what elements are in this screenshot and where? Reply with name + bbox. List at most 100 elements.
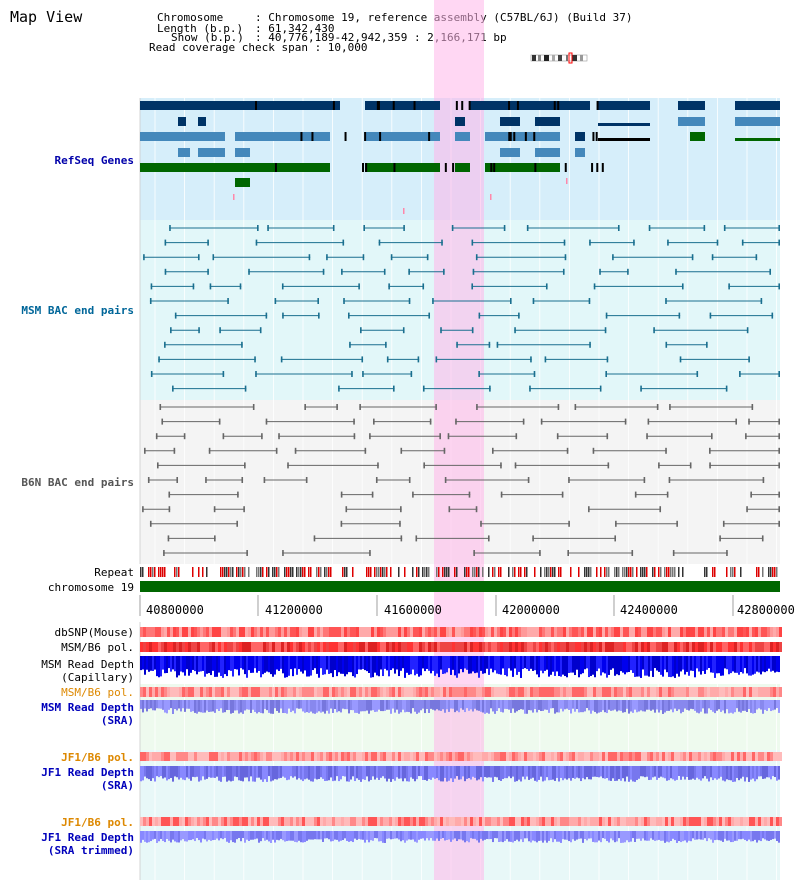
jf1-trimmed-depth-bar: [620, 831, 622, 843]
msm-capillary-depth-bar: [214, 656, 216, 677]
jf1-pol-heat-cell: [506, 752, 509, 761]
exon-mark: [413, 101, 416, 110]
repeat-mark: [772, 567, 774, 577]
msm-capillary-depth-bar: [364, 656, 366, 671]
gene-feature: [575, 148, 585, 157]
msm-sra-depth-bar: [382, 700, 384, 712]
jf1-pol-heat-cell: [341, 752, 344, 761]
jf1-trimmed-depth-bar: [224, 831, 226, 839]
msm-sra-depth-bar: [220, 700, 222, 709]
msm-capillary-depth-bar: [606, 656, 608, 678]
msm-capillary-depth-bar: [222, 656, 224, 678]
b6n-bac-pair-end: [778, 462, 780, 469]
msm-pol2-heat-cell: [197, 687, 200, 697]
msm-pol-heat-cell: [401, 642, 404, 652]
jf1-trimmed-depth-bar: [154, 831, 156, 839]
jf1-trimmed-depth-bar: [730, 831, 732, 843]
jf1-sra-depth-bar: [694, 766, 696, 780]
msm-pol-heat-cell: [437, 642, 440, 652]
msm-bac-pair-end: [428, 312, 431, 319]
dbsnp-heat-cell: [191, 627, 194, 637]
msm-bac-pair-end: [709, 312, 712, 319]
jf1-pol2-heat-cell: [224, 817, 227, 826]
jf1-trimmed-depth-bar: [662, 831, 664, 841]
msm-pol-heat-cell: [176, 642, 179, 652]
b6n-bac-pair-end: [278, 433, 280, 440]
msm-capillary-depth-bar: [170, 656, 172, 672]
dbsnp-heat-cell: [161, 627, 164, 637]
dbsnp-heat-cell: [737, 627, 740, 637]
msm-pol2-heat-cell: [503, 687, 506, 697]
jf1-pol2-heat-cell: [401, 817, 404, 826]
msm-pol-heat-cell: [197, 642, 200, 652]
msm-pol2-heat-cell: [698, 687, 701, 697]
msm-pol-heat-cell: [692, 642, 695, 652]
jf1-trimmed-depth-bar: [276, 831, 278, 840]
jf1-trimmed-depth-bar: [630, 831, 632, 842]
msm-sra-depth-bar: [394, 700, 396, 713]
jf1-pol2-heat-cell: [683, 817, 686, 826]
repeat-mark: [374, 567, 376, 577]
msm-capillary-depth-bar: [706, 656, 708, 670]
dbsnp-heat-cell: [725, 627, 728, 637]
msm-bac-end-pairs-label[interactable]: MSM BAC end pairs: [21, 304, 134, 317]
jf1-sra-depth-bar: [650, 766, 652, 780]
jf1-pol2-heat-cell: [614, 817, 617, 826]
msm-sra-depth-bar: [650, 700, 652, 711]
b6n-bac-end-pairs-label[interactable]: B6N BAC end pairs: [21, 476, 134, 489]
jf1-sra-depth-bar: [216, 766, 218, 777]
dbsnp-heat-cell: [461, 627, 464, 637]
msm-sra-depth-bar: [580, 700, 582, 713]
msm-pol-heat-cell: [428, 642, 431, 652]
b6n-bac-pair-end: [624, 418, 627, 425]
msm-bac-pair-end: [562, 268, 565, 275]
jf1-sra-depth-bar: [762, 766, 764, 779]
jf1-pol2-heat-cell: [440, 817, 443, 826]
refseq-genes-label[interactable]: RefSeq Genes: [54, 154, 134, 167]
jf1-trimmed-depth-bar: [374, 831, 376, 839]
b6n-bac-pair-end: [689, 462, 692, 469]
jf1-trimmed-depth-bar: [286, 831, 288, 842]
msm-capillary-depth-bar: [436, 656, 438, 674]
msm-pol2-heat-cell: [683, 687, 686, 697]
repeat-mark: [488, 567, 490, 577]
msm-bac-pair-end: [545, 283, 548, 290]
msm-capillary-depth-bar: [638, 656, 640, 677]
jf1-pol-heat-cell: [308, 752, 311, 761]
exon-mark: [392, 101, 395, 110]
jf1-pol2-heat-cell: [566, 817, 569, 826]
b6n-bac-pair-end: [369, 550, 371, 556]
jf1-trimmed-depth-bar: [502, 831, 504, 843]
jf1-pol-heat-cell: [374, 752, 377, 761]
msm-pol2-heat-cell: [719, 687, 722, 697]
msm-sra-depth-bar: [752, 700, 754, 714]
msm-pol-heat-cell: [263, 642, 266, 652]
gene-feature: [235, 178, 250, 187]
jf1-trimmed-depth-bar: [534, 831, 536, 842]
msm-sra-depth-bar: [526, 700, 528, 714]
msm-capillary-depth-bar: [504, 656, 506, 676]
jf1-sra-depth-bar: [572, 766, 574, 778]
msm-pol-heat-cell: [746, 642, 749, 652]
jf1-read-depth-sra-label: JF1 Read Depth (SRA): [41, 766, 134, 792]
gene-feature: [235, 132, 330, 141]
jf1-sra-depth-bar: [438, 766, 440, 781]
msm-bac-pair-end: [667, 239, 669, 246]
jf1-sra-depth-bar: [342, 766, 344, 777]
repeat-mark: [226, 567, 228, 577]
msm-sra-depth-bar: [462, 700, 464, 710]
dbsnp-heat-cell: [383, 627, 386, 637]
jf1-sra-depth-bar: [714, 766, 716, 779]
jf1-sra-depth-bar: [254, 766, 256, 782]
jf1-trimmed-depth-bar: [270, 831, 272, 843]
msm-sra-depth-bar: [272, 700, 274, 714]
jf1-pol2-heat-cell: [452, 817, 455, 826]
jf1-sra-depth-bar: [552, 766, 554, 780]
b6n-bac-pair-end: [443, 447, 446, 454]
jf1-sra-depth-bar: [364, 766, 366, 780]
jf1-pol2-heat-cell: [323, 817, 326, 826]
chromosome-ideogram[interactable]: [528, 52, 592, 66]
msm-pol-heat-cell: [506, 642, 509, 652]
msm-bac-pair-end: [318, 312, 320, 319]
msm-sra-depth-bar: [722, 700, 724, 711]
